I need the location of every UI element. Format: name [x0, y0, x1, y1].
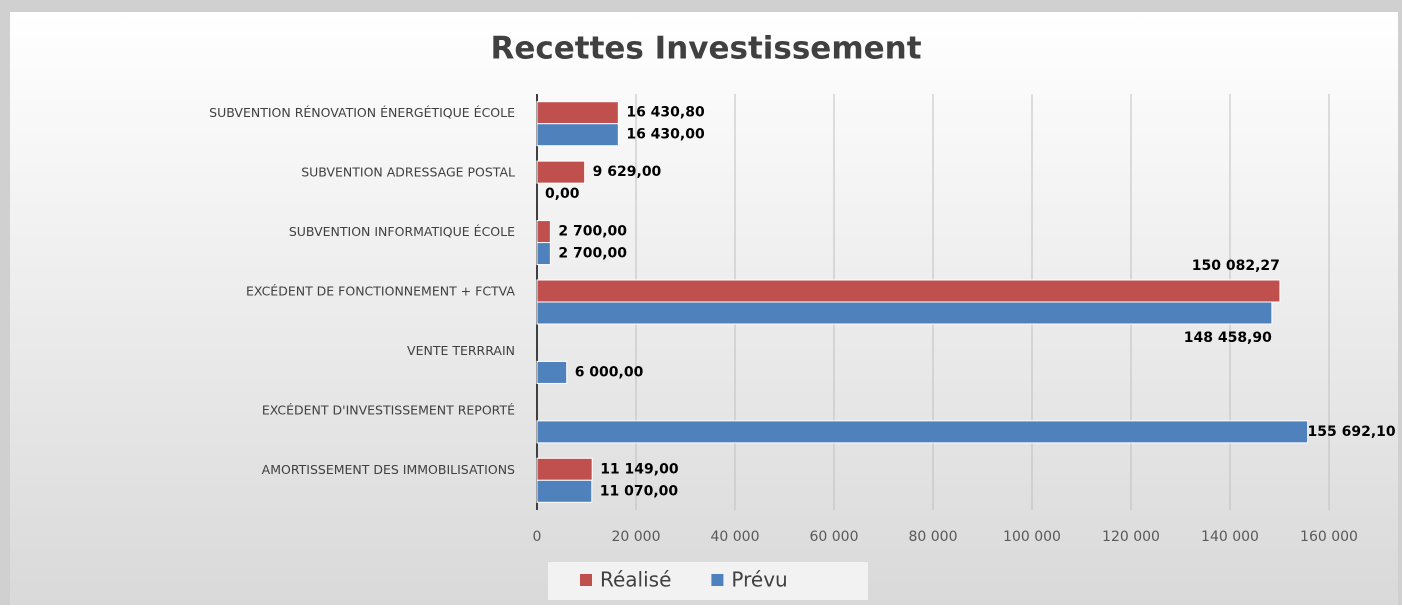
bar — [536, 301, 1273, 325]
legend-label: Prévu — [731, 568, 787, 592]
bar — [536, 123, 619, 147]
bar — [536, 242, 551, 266]
x-tick-label: 40 000 — [711, 529, 760, 545]
data-label: 2 700,00 — [558, 224, 627, 240]
data-label: 16 430,80 — [626, 105, 705, 121]
x-tick-label: 140 000 — [1201, 529, 1259, 545]
data-label: 2 700,00 — [558, 246, 627, 262]
x-tick-label: 160 000 — [1300, 529, 1358, 545]
x-tick-label: 100 000 — [1003, 529, 1061, 545]
data-label: 6 000,00 — [575, 364, 644, 380]
bar — [536, 279, 1281, 303]
bar — [536, 479, 593, 503]
y-tick-label: VENTE TERRRAIN — [407, 343, 515, 358]
bar — [536, 220, 551, 244]
chart-title: Recettes Investissement — [490, 31, 921, 67]
x-tick-label: 20 000 — [612, 529, 661, 545]
data-label: 0,00 — [545, 186, 580, 202]
y-tick-label: AMORTISSEMENT DES IMMOBILISATIONS — [262, 462, 515, 477]
data-label: 16 430,00 — [626, 127, 705, 143]
legend-swatch — [580, 574, 592, 586]
bar — [536, 457, 593, 481]
data-label: 11 070,00 — [600, 483, 679, 499]
x-tick-label: 80 000 — [909, 529, 958, 545]
x-tick-label: 0 — [533, 529, 542, 545]
y-tick-label: EXCÉDENT D'INVESTISSEMENT REPORTÉ — [262, 402, 515, 417]
legend-label: Réalisé — [600, 568, 671, 592]
bar — [536, 101, 619, 125]
bar — [536, 160, 586, 184]
data-label: 11 149,00 — [600, 461, 679, 477]
y-tick-label: SUBVENTION RÉNOVATION ÉNERGÉTIQUE ÉCOLE — [209, 105, 515, 120]
data-label: 148 458,90 — [1184, 330, 1272, 346]
data-label: 9 629,00 — [593, 164, 662, 180]
x-tick-label: 120 000 — [1102, 529, 1160, 545]
x-tick-label: 60 000 — [810, 529, 859, 545]
data-label: 155 692,10 — [1308, 424, 1396, 440]
y-tick-label: SUBVENTION INFORMATIQUE ÉCOLE — [289, 224, 515, 239]
y-tick-label: EXCÉDENT DE FONCTIONNEMENT + FCTVA — [246, 284, 515, 299]
bar — [536, 360, 568, 384]
y-tick-label: SUBVENTION ADRESSAGE POSTAL — [301, 165, 515, 180]
legend-box — [548, 562, 868, 600]
legend-swatch — [711, 574, 724, 586]
data-label: 150 082,27 — [1192, 258, 1280, 274]
bar — [536, 420, 1309, 444]
